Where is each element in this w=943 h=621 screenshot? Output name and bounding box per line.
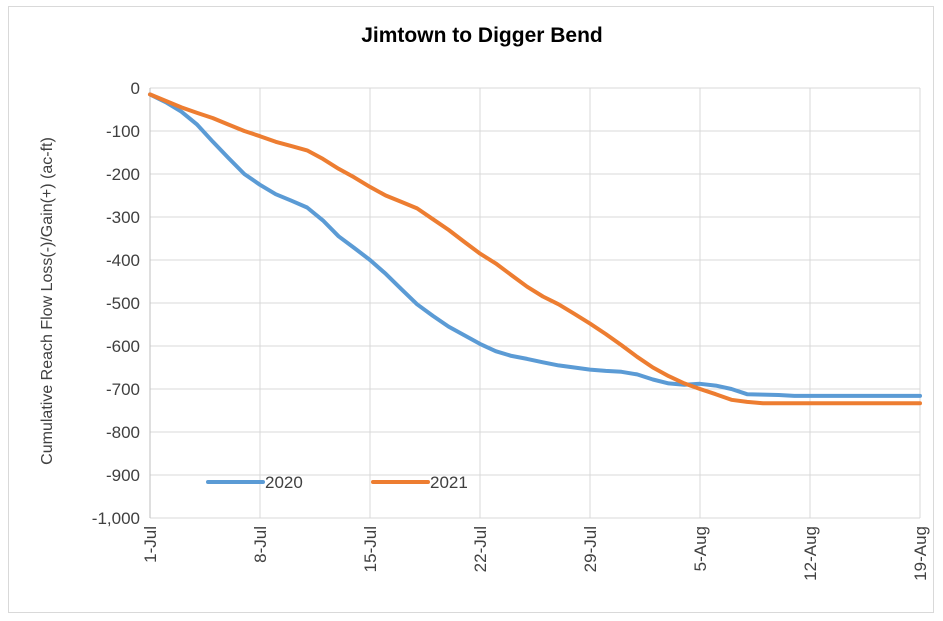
x-tick-label: 29-Jul <box>581 526 600 572</box>
y-tick-label: -300 <box>106 208 140 227</box>
x-tick-label: 5-Aug <box>691 526 710 571</box>
y-tick-label: -200 <box>106 165 140 184</box>
x-tick-label: 8-Jul <box>251 526 270 563</box>
legend-label-2021: 2021 <box>430 473 468 492</box>
y-tick-label: -1,000 <box>92 509 140 528</box>
x-tick-label: 1-Jul <box>141 526 160 563</box>
data-series <box>148 92 922 406</box>
y-tick-label: -600 <box>106 337 140 356</box>
legend: 2020 2021 <box>206 473 468 492</box>
y-axis-label: Cumulative Reach Flow Loss(-)/Gain(+) (a… <box>39 137 56 465</box>
series-line-2020 <box>148 92 922 398</box>
series-line-2021 <box>148 92 922 406</box>
x-tick-label: 12-Aug <box>801 526 820 581</box>
x-tick-label: 22-Jul <box>471 526 490 572</box>
x-tick-label: 19-Aug <box>911 526 930 581</box>
x-tick-label: 15-Jul <box>361 526 380 572</box>
y-tick-label: -700 <box>106 380 140 399</box>
y-tick-label: -400 <box>106 251 140 270</box>
y-tick-label: -900 <box>106 466 140 485</box>
chart-frame <box>8 6 934 613</box>
y-tick-label: -100 <box>106 122 140 141</box>
y-tick-label: 0 <box>131 79 140 98</box>
y-tick-label: -500 <box>106 294 140 313</box>
y-tick-label: -800 <box>106 423 140 442</box>
chart-title: Jimtown to Digger Bend <box>361 24 603 47</box>
gridlines <box>149 87 921 519</box>
x-axis-tick-labels: 1-Jul 8-Jul 15-Jul 22-Jul 29-Jul 5-Aug 12-Aug 1… <box>141 526 930 581</box>
legend-label-2020: 2020 <box>265 473 303 492</box>
y-axis-tick-labels: 0 -100 -200 -300 -400 -500 -600 -700 -800 -900 -1,… <box>92 79 140 528</box>
